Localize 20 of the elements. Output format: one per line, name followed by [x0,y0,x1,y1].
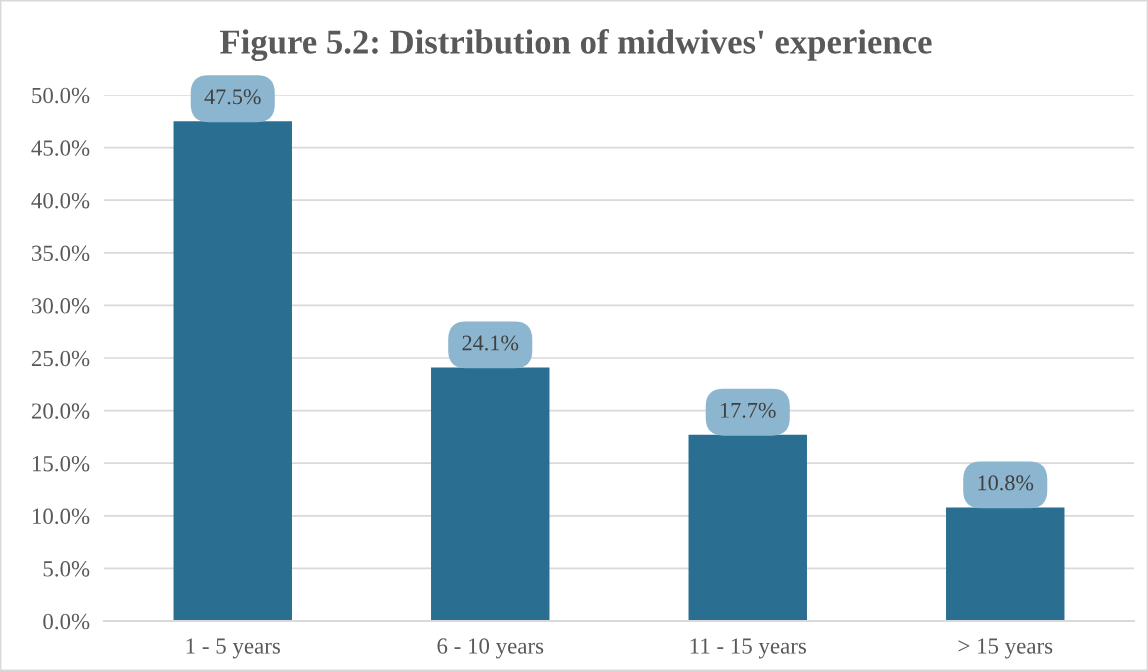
x-tick-label: > 15 years [958,638,1053,659]
y-tick-label: 25.0% [31,350,90,367]
y-tick-label: 20.0% [31,403,90,419]
y-tick-label: 50.0% [32,87,90,104]
y-tick-label: 40.0% [31,192,90,209]
data-label: 47.5% [204,89,261,105]
x-tick-label: 1 - 5 years [186,638,280,659]
data-label: 10.8% [978,475,1034,491]
x-tick-label: 6 - 10 years [437,638,544,659]
y-tick-label: 45.0% [31,140,90,156]
y-tick-label: 35.0% [32,245,90,262]
data-label: 24.1% [462,335,519,351]
y-tick-label: 0.0% [43,613,90,630]
chart-title: Figure 5.2: Distribution of midwives' experience [220,28,932,62]
y-tick-label: 30.0% [32,298,90,314]
y-tick-label: 10.0% [32,508,90,525]
y-tick-label: 15.0% [32,455,90,472]
x-tick-label: 11 - 15 years [690,638,806,659]
data-label: 17.7% [721,402,776,418]
y-tick-label: 5.0% [43,561,90,577]
